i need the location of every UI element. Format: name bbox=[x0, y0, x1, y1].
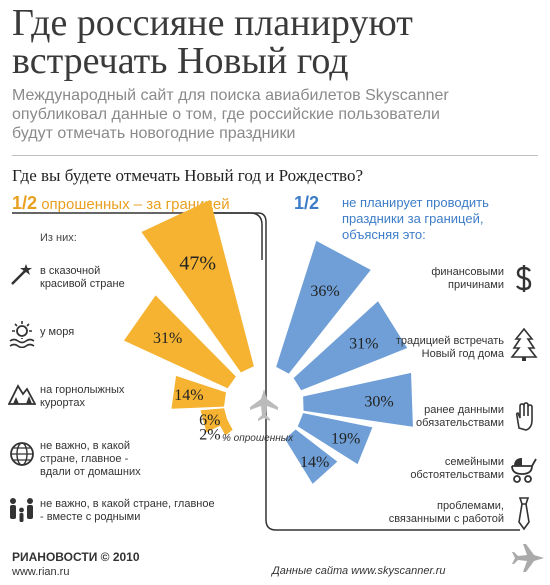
home-label-work: проблемами, связанными с работой bbox=[388, 500, 504, 525]
home-bar-0-label: 36% bbox=[310, 283, 339, 300]
footer-url[interactable]: www.rian.ru bbox=[12, 566, 70, 578]
sun-sea-icon bbox=[9, 321, 35, 348]
subtitle-line: Международный сайт для поиска авиабилето… bbox=[12, 87, 449, 104]
abroad-text: опрошенных – за границей bbox=[41, 196, 230, 213]
abroad-label-ski: на горнолыжных курортах bbox=[40, 384, 125, 409]
question: Где вы будете отмечать Новый год и Рожде… bbox=[12, 166, 363, 185]
abroad-bar-1 bbox=[123, 295, 236, 389]
home-bar-4-label: 14% bbox=[300, 454, 329, 471]
abroad-bar-4-label: 2% bbox=[199, 426, 220, 443]
home-bar-4 bbox=[285, 429, 338, 484]
center-label: % опрошенных bbox=[222, 433, 294, 444]
home-bar-1 bbox=[293, 301, 408, 391]
abroad-fraction: 1/2 bbox=[12, 193, 38, 213]
page-title: Где россияне планируют встречать Новый г… bbox=[12, 2, 413, 82]
home-bar-0 bbox=[276, 240, 371, 374]
home-fraction: 1/2 bbox=[294, 193, 320, 213]
magic-wand-icon bbox=[11, 264, 32, 285]
footer-plane-icon bbox=[512, 544, 544, 572]
globe-icon bbox=[10, 442, 34, 466]
value-labels: 47%31%14%6%2%36%31%30%19%14% bbox=[153, 253, 394, 471]
of-them-label: Из них: bbox=[40, 232, 77, 244]
home-bars bbox=[276, 240, 413, 484]
home-label-family: семейными обстоятельствами bbox=[410, 456, 504, 481]
subtitle-line: будут отмечать новогодние праздники bbox=[12, 125, 296, 142]
dollar-icon bbox=[516, 265, 532, 292]
home-label-financial: финансовыми причинами bbox=[431, 266, 504, 291]
abroad-label-away: не важно, в какой стране, главное - вдал… bbox=[40, 440, 141, 478]
bracket-line bbox=[12, 212, 520, 531]
home-bar-2-label: 30% bbox=[364, 394, 393, 411]
subtitle-line: опубликовал данные о том, где российские… bbox=[12, 106, 440, 123]
rian-logo: РИАНОВОСТИ © 2010 bbox=[12, 550, 140, 564]
abroad-bar-0 bbox=[141, 199, 254, 373]
home-bar-3 bbox=[297, 413, 373, 465]
abroad-label-family: не важно, в какой стране, главное - вмес… bbox=[40, 498, 215, 523]
home-label-obligations: ранее данными обязательствами bbox=[416, 404, 504, 429]
divider bbox=[12, 155, 538, 156]
abroad-bar-4 bbox=[217, 417, 233, 436]
home-bar-3-label: 19% bbox=[331, 431, 360, 448]
home-label-tradition: традицией встречать Новый год дома bbox=[395, 335, 504, 360]
abroad-bars bbox=[123, 199, 254, 436]
abroad-bar-2-label: 14% bbox=[174, 387, 203, 404]
source-note: Данные сайта www.skyscanner.ru bbox=[272, 565, 446, 577]
abroad-bar-3-label: 6% bbox=[199, 412, 220, 429]
family-icon bbox=[10, 498, 33, 522]
mountains-icon bbox=[8, 384, 36, 405]
stop-hand-icon bbox=[515, 402, 533, 431]
abroad-bar-0-label: 47% bbox=[179, 253, 216, 275]
abroad-bar-3 bbox=[200, 408, 228, 433]
stroller-icon bbox=[511, 458, 537, 483]
center-plane-icon bbox=[250, 389, 278, 421]
home-bar-2 bbox=[303, 372, 413, 427]
abroad-label-sea: у моря bbox=[40, 326, 75, 338]
abroad-bar-1-label: 31% bbox=[153, 330, 182, 347]
abroad-label-fairytale: в сказочной красивой стране bbox=[40, 265, 125, 290]
tie-icon bbox=[518, 497, 530, 531]
abroad-header: 1/2 опрошенных – за границей bbox=[12, 193, 230, 214]
christmas-tree-icon bbox=[510, 327, 538, 361]
home-header: 1/2 не планирует проводить праздники за … bbox=[294, 193, 489, 242]
page-subtitle: Международный сайт для поиска авиабилето… bbox=[12, 86, 449, 143]
home-bar-1-label: 31% bbox=[349, 335, 378, 352]
abroad-bar-2 bbox=[171, 375, 227, 409]
